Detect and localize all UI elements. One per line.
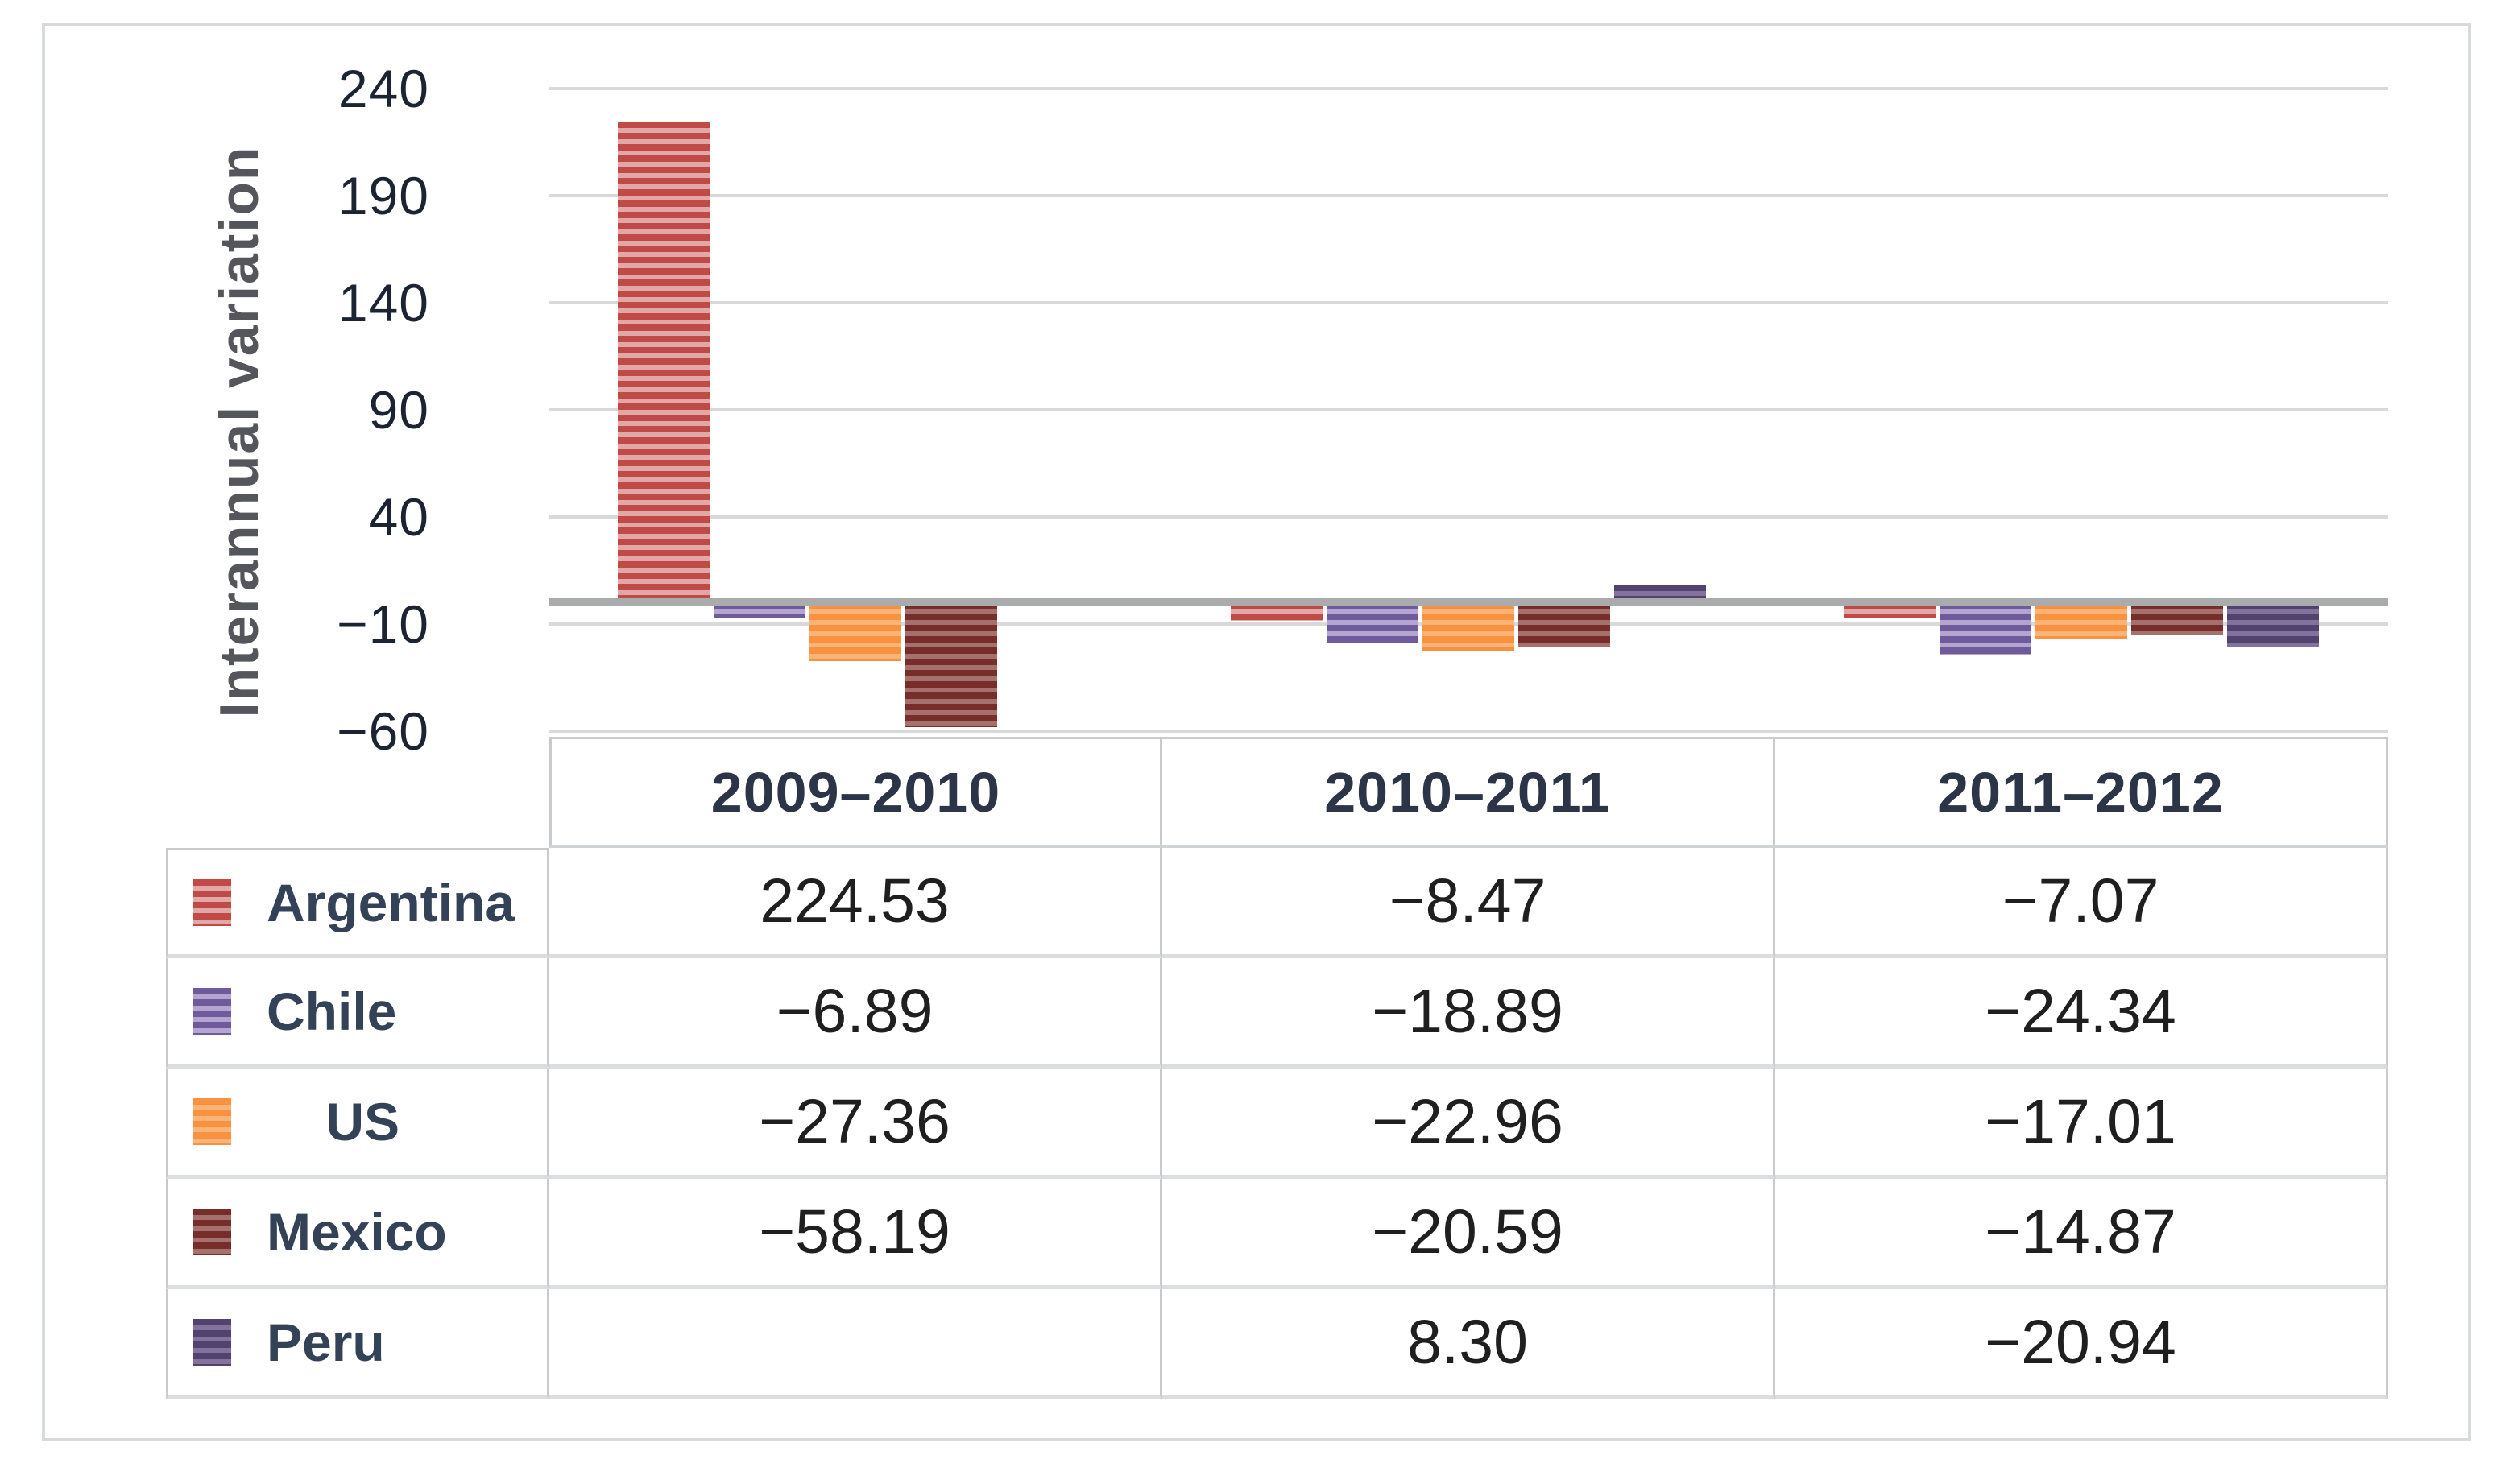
bar-peru-2010-2011 [1614, 585, 1706, 603]
legend-label-argentina: Argentina [267, 872, 515, 932]
gridline-90 [549, 408, 2388, 411]
bar-mexico-2011-2012 [2131, 602, 2223, 635]
bar-peru-2011-2012 [2227, 602, 2319, 648]
bar-us-2009-2010 [809, 602, 901, 662]
zero-axis-line [549, 598, 2388, 607]
table-cell-peru-2010-2011: 8.30 [1162, 1289, 1775, 1399]
legend-label-us: US [267, 1092, 400, 1151]
table-header-cell-2009-2010: 2009–2010 [549, 737, 1162, 848]
bar-mexico-2010-2011 [1518, 602, 1610, 647]
bar-mexico-2009-2010 [905, 602, 997, 728]
table-cell-chile-2009-2010: −6.89 [549, 958, 1162, 1069]
y-axis-tick-label: 190 [337, 166, 429, 225]
table-cell-us-2010-2011: −22.96 [1162, 1069, 1775, 1179]
legend-label-mexico: Mexico [267, 1202, 447, 1262]
bar-chile-2011-2012 [1940, 602, 2031, 655]
table-cell-chile-2011-2012: −24.34 [1775, 958, 2388, 1069]
table-cell-mexico-2009-2010: −58.19 [549, 1179, 1162, 1289]
gridline-−60 [549, 730, 2388, 733]
chile-legend-swatch [193, 988, 231, 1035]
table-cell-argentina-2011-2012: −7.07 [1775, 848, 2388, 958]
table-cell-us-2011-2012: −17.01 [1775, 1069, 2388, 1179]
table-header-cell-2010-2011: 2010–2011 [1162, 737, 1775, 848]
y-axis-tick-label: −10 [337, 594, 429, 654]
y-axis-tick-label: 40 [368, 487, 429, 547]
table-row-label-us: US [166, 1069, 549, 1179]
table-cell-mexico-2010-2011: −20.59 [1162, 1179, 1775, 1289]
legend-label-chile: Chile [267, 982, 397, 1041]
us-legend-swatch [193, 1098, 231, 1145]
table-row-label-mexico: Mexico [166, 1179, 549, 1289]
table-cell-us-2009-2010: −27.36 [549, 1069, 1162, 1179]
bar-us-2011-2012 [2035, 602, 2127, 639]
table-cell-chile-2010-2011: −18.89 [1162, 958, 1775, 1069]
table-cell-peru-2011-2012: −20.94 [1775, 1289, 2388, 1399]
peru-legend-swatch [193, 1319, 231, 1366]
chart-plot-area [549, 87, 2388, 733]
table-row-label-argentina: Argentina [166, 848, 549, 958]
gridline-140 [549, 301, 2388, 304]
gridline-240 [549, 87, 2388, 90]
mexico-legend-swatch [193, 1209, 231, 1255]
gridline-40 [549, 515, 2388, 519]
y-axis-tick-label: 240 [337, 59, 429, 118]
table-header-cell-2011-2012: 2011–2012 [1775, 737, 2388, 848]
y-axis-tick-label: −60 [337, 701, 429, 761]
bar-us-2010-2011 [1422, 602, 1514, 652]
table-row-label-chile: Chile [166, 958, 549, 1069]
legend-label-peru: Peru [267, 1312, 385, 1372]
gridline-190 [549, 194, 2388, 197]
table-cell-peru-2009-2010 [549, 1289, 1162, 1399]
y-axis-tick-label: 90 [368, 380, 429, 440]
bar-argentina-2009-2010 [618, 122, 710, 603]
table-cell-argentina-2010-2011: −8.47 [1162, 848, 1775, 958]
bar-chile-2010-2011 [1327, 602, 1418, 643]
argentina-legend-swatch [193, 878, 231, 926]
table-cell-argentina-2009-2010: 224.53 [549, 848, 1162, 958]
y-axis-tick-label: 140 [337, 273, 429, 333]
bar-argentina-2010-2011 [1231, 602, 1323, 621]
table-row-label-peru: Peru [166, 1289, 549, 1399]
table-cell-mexico-2011-2012: −14.87 [1775, 1179, 2388, 1289]
